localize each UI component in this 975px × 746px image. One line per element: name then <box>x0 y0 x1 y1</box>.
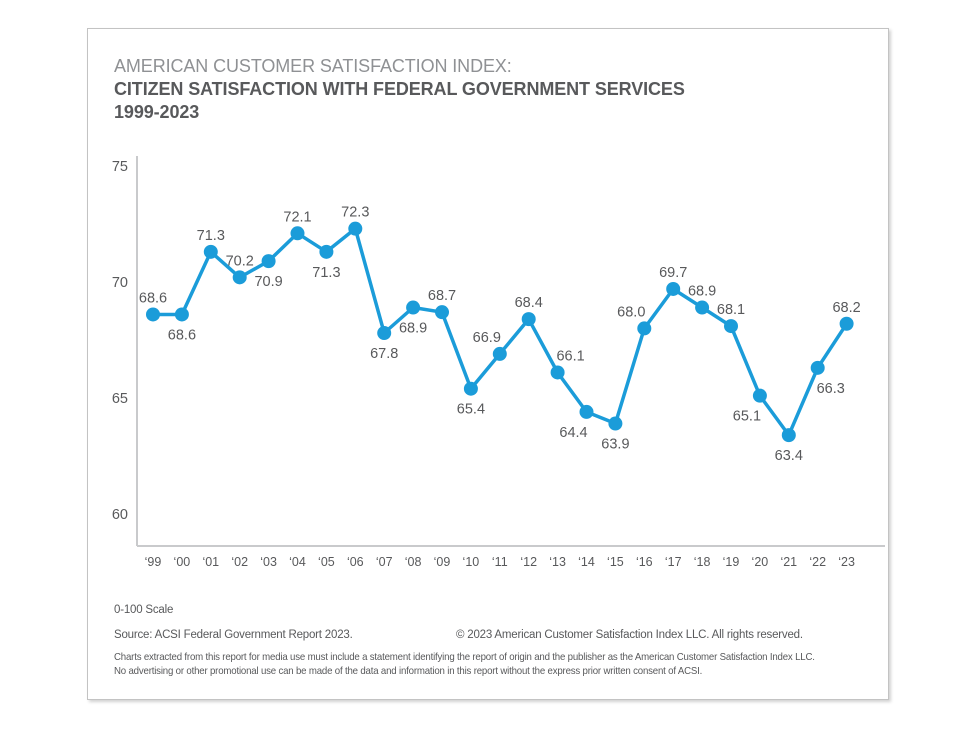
x-tick-label: ‘04 <box>289 555 306 569</box>
y-tick-label: 60 <box>112 507 128 523</box>
x-tick-label: ‘07 <box>376 555 393 569</box>
data-point-label: 70.2 <box>226 253 254 269</box>
data-point <box>435 305 449 320</box>
data-point <box>781 428 796 443</box>
data-point-label: 64.4 <box>559 425 587 441</box>
data-point-label: 68.9 <box>399 321 427 337</box>
data-point <box>319 244 334 259</box>
y-tick-label: 75 <box>112 159 128 175</box>
data-point <box>492 346 507 361</box>
x-tick-label: ‘02 <box>231 555 248 569</box>
x-tick-label: ‘01 <box>202 555 219 569</box>
x-tick-label: ‘09 <box>434 555 451 569</box>
data-point <box>521 312 536 327</box>
data-point-label: 71.3 <box>197 228 225 244</box>
data-point <box>232 270 247 285</box>
data-point <box>550 365 565 380</box>
data-point <box>637 321 652 336</box>
data-point <box>724 319 738 334</box>
data-point <box>174 307 189 322</box>
x-tick-label: ‘03 <box>260 555 277 569</box>
y-tick-label: 65 <box>112 391 128 407</box>
copyright-text: © 2023 American Customer Satisfaction In… <box>456 629 803 641</box>
scale-note: 0-100 Scale <box>114 604 174 616</box>
x-tick-label: ‘17 <box>665 555 682 569</box>
x-tick-label: ‘16 <box>636 555 653 569</box>
data-point-label: 72.3 <box>341 205 369 221</box>
data-point-label: 68.4 <box>515 295 543 311</box>
data-point-label: 66.1 <box>556 348 584 364</box>
x-tick-label: ‘18 <box>694 555 711 569</box>
data-point <box>608 416 623 431</box>
chart-title-years: 1999-2023 <box>114 102 200 122</box>
x-tick-label: ‘15 <box>607 555 624 569</box>
x-tick-label: ‘23 <box>838 555 855 569</box>
chart-title: CITIZEN SATISFACTION WITH FEDERAL GOVERN… <box>114 79 685 99</box>
data-point-label: 68.7 <box>428 288 456 304</box>
data-point <box>666 281 681 296</box>
trend-line <box>151 226 849 437</box>
x-tick-label: ‘10 <box>463 555 480 569</box>
data-point <box>146 307 160 322</box>
data-point-label: 68.0 <box>617 304 645 320</box>
x-tick-label: ‘11 <box>492 555 508 569</box>
x-tick-label: ‘00 <box>174 555 191 569</box>
y-tick-label: 70 <box>112 275 128 291</box>
data-point <box>579 404 594 419</box>
data-point-label: 66.3 <box>817 381 845 397</box>
data-point-label: 66.9 <box>473 330 501 346</box>
x-tick-label: ‘08 <box>405 555 422 569</box>
data-point <box>348 221 363 236</box>
x-tick-label: ‘22 <box>809 555 826 569</box>
x-tick-label: ‘12 <box>520 555 537 569</box>
data-point <box>377 326 392 341</box>
data-point <box>695 300 710 315</box>
data-point-label: 68.6 <box>139 290 167 306</box>
title-block: AMERICAN CUSTOMER SATISFACTION INDEX: CI… <box>114 55 685 124</box>
disclaimer-line-2: No advertising or other promotional use … <box>114 664 703 677</box>
data-point-label: 70.9 <box>254 274 282 290</box>
disclaimer-line-1: Charts extracted from this report for me… <box>114 651 815 663</box>
chart-card: AMERICAN CUSTOMER SATISFACTION INDEX: CI… <box>87 28 889 700</box>
data-point-label: 67.8 <box>370 346 398 362</box>
data-point <box>810 360 825 375</box>
data-point-label: 72.1 <box>283 209 311 225</box>
data-point-label: 71.3 <box>312 265 340 281</box>
disclaimer: Charts extracted from this report for me… <box>114 651 815 678</box>
chart-kicker: AMERICAN CUSTOMER SATISFACTION INDEX: <box>114 56 512 76</box>
data-point-label: 63.4 <box>775 448 803 464</box>
x-tick-label: ‘20 <box>752 555 769 569</box>
data-point <box>406 300 421 315</box>
data-point-label: 63.9 <box>601 437 629 453</box>
x-tick-label: ‘05 <box>318 555 335 569</box>
x-tick-label: ‘06 <box>347 555 364 569</box>
data-point <box>261 254 276 269</box>
x-tick-label: ‘14 <box>578 555 595 569</box>
x-tick-label: ‘21 <box>780 555 797 569</box>
data-point-label: 68.1 <box>717 302 745 318</box>
data-point-label: 68.9 <box>688 284 716 300</box>
source-text: Source: ACSI Federal Government Report 2… <box>114 629 353 641</box>
data-point-label: 69.7 <box>659 265 687 281</box>
data-point-label: 68.2 <box>832 300 860 316</box>
data-point <box>752 388 767 403</box>
x-tick-label: ‘19 <box>723 555 740 569</box>
data-point <box>290 226 305 241</box>
data-point-label: 65.4 <box>457 402 485 418</box>
data-point <box>463 381 478 396</box>
data-point <box>839 316 854 331</box>
x-tick-label: ‘99 <box>145 555 162 569</box>
data-point-label: 65.1 <box>733 409 761 425</box>
data-point-label: 68.6 <box>168 327 196 343</box>
data-point <box>203 244 218 259</box>
x-tick-label: ‘13 <box>549 555 566 569</box>
